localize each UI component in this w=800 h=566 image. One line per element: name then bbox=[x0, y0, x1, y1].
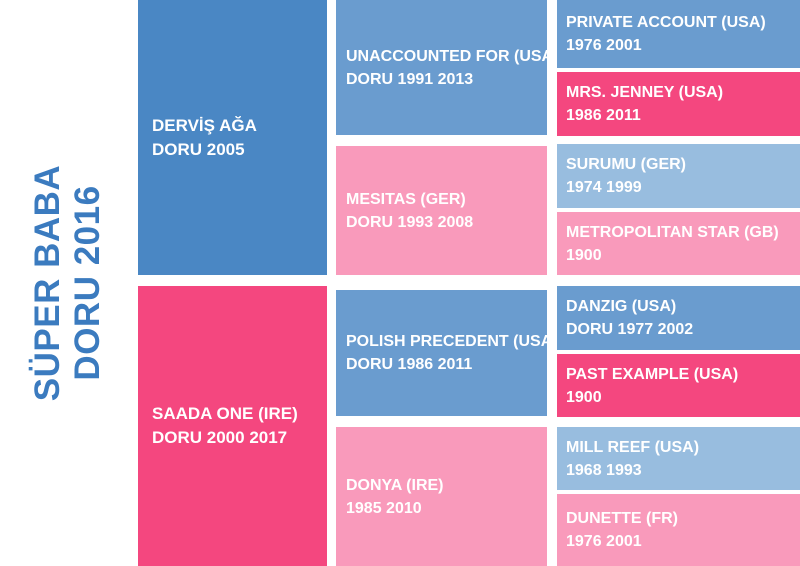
dam-details: DORU 2000 2017 bbox=[152, 428, 288, 447]
gen3-box-3: SURUMU (GER) 1974 1999 bbox=[557, 144, 800, 208]
gen3-box-1: PRIVATE ACCOUNT (USA) 1976 2001 bbox=[557, 0, 800, 68]
gen3-box-4: METROPOLITAN STAR (GB) 1900 bbox=[557, 212, 800, 275]
gen3-details: 1900 bbox=[566, 388, 602, 406]
horse-title: SÜPER BABA DORU 2016 bbox=[28, 165, 108, 401]
gen3-box-6: PAST EXAMPLE (USA) 1900 bbox=[557, 354, 800, 417]
gen3-details: 1974 1999 bbox=[566, 179, 642, 196]
sire-sire-details: DORU 1991 2013 bbox=[346, 70, 474, 88]
gen3-name: PRIVATE ACCOUNT (USA) bbox=[566, 14, 766, 31]
gen3-details: 1968 1993 bbox=[566, 461, 642, 479]
gen3-box-8: DUNETTE (FR) 1976 2001 bbox=[557, 494, 800, 566]
dam-dam-box: DONYA (IRE) 1985 2010 bbox=[336, 427, 547, 566]
sire-sire-name: UNACCOUNTED FOR (USA) bbox=[346, 47, 559, 65]
dam-sire-details: DORU 1986 2011 bbox=[346, 356, 473, 373]
gen3-box-5: DANZIG (USA) DORU 1977 2002 bbox=[557, 286, 800, 350]
dam-sire-box: POLISH PRECEDENT (USA) DORU 1986 2011 bbox=[336, 290, 558, 416]
dam-name: SAADA ONE (IRE) bbox=[152, 404, 298, 423]
horse-name: SÜPER BABA bbox=[28, 164, 67, 402]
gen3-details: 1976 2001 bbox=[566, 37, 642, 54]
sire-details: DORU 2005 bbox=[152, 139, 245, 159]
gen3-details: 1976 2001 bbox=[566, 533, 642, 550]
gen3-details: 1900 bbox=[566, 246, 602, 264]
dam-box: SAADA ONE (IRE) DORU 2000 2017 bbox=[138, 286, 327, 566]
gen3-name: PAST EXAMPLE (USA) bbox=[566, 365, 739, 383]
gen3-details: DORU 1977 2002 bbox=[566, 321, 694, 338]
dam-dam-name: DONYA (IRE) bbox=[346, 476, 444, 494]
title-area: SÜPER BABA DORU 2016 bbox=[0, 0, 138, 566]
gen3-name: MRS. JENNEY (USA) bbox=[566, 84, 724, 101]
sire-dam-box: MESITAS (GER) DORU 1993 2008 bbox=[336, 146, 547, 275]
gen3-box-2: MRS. JENNEY (USA) 1986 2011 bbox=[557, 72, 800, 136]
horse-details: DORU 2016 bbox=[68, 185, 107, 381]
sire-dam-name: MESITAS (GER) bbox=[346, 190, 466, 208]
gen3-name: MILL REEF (USA) bbox=[566, 438, 700, 456]
gen3-name: DUNETTE (FR) bbox=[566, 510, 678, 527]
sire-box: DERVİŞ AĞA DORU 2005 bbox=[138, 0, 327, 275]
gen3-box-7: MILL REEF (USA) 1968 1993 bbox=[557, 427, 800, 490]
sire-dam-details: DORU 1993 2008 bbox=[346, 213, 474, 231]
gen3-name: SURUMU (GER) bbox=[566, 156, 686, 173]
gen3-details: 1986 2011 bbox=[566, 107, 641, 124]
sire-sire-box: UNACCOUNTED FOR (USA) DORU 1991 2013 bbox=[336, 0, 559, 135]
dam-sire-name: POLISH PRECEDENT (USA) bbox=[346, 333, 558, 350]
sire-name: DERVİŞ AĞA bbox=[152, 115, 257, 135]
dam-dam-details: 1985 2010 bbox=[346, 499, 422, 517]
gen3-name: DANZIG (USA) bbox=[566, 298, 677, 315]
gen3-name: METROPOLITAN STAR (GB) bbox=[566, 223, 779, 241]
